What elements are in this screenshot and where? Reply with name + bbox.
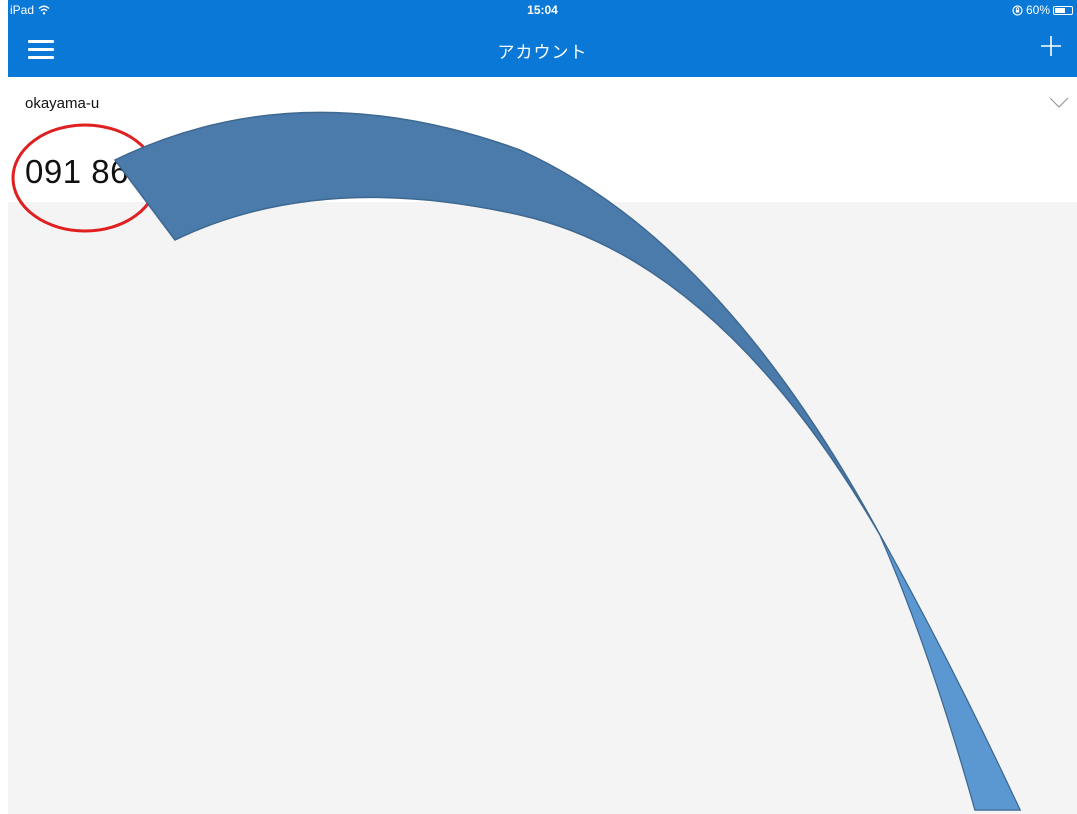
account-card[interactable]: okayama-u 091 86 <box>8 77 1077 202</box>
page-title: アカウント <box>497 43 588 62</box>
app-screen: iPad 15:04 60% アカウント <box>8 0 1077 814</box>
battery-fill <box>1055 7 1065 13</box>
status-bar: iPad 15:04 60% <box>8 0 1077 20</box>
plus-icon[interactable] <box>1037 32 1065 60</box>
device-label: iPad <box>10 3 35 17</box>
nav-bar: アカウント <box>8 20 1077 77</box>
status-right: 60% <box>1012 3 1073 17</box>
chevron-down-icon[interactable] <box>1049 97 1069 109</box>
account-name: okayama-u <box>25 95 100 112</box>
wifi-icon <box>38 5 50 15</box>
battery-percent: 60% <box>1025 3 1050 17</box>
battery-icon <box>1053 5 1073 15</box>
status-left: iPad <box>10 3 50 17</box>
orientation-lock-icon <box>1012 4 1023 16</box>
status-time: 15:04 <box>527 3 558 17</box>
verification-code: 091 86 <box>25 153 129 190</box>
hamburger-menu-icon[interactable] <box>28 40 54 60</box>
